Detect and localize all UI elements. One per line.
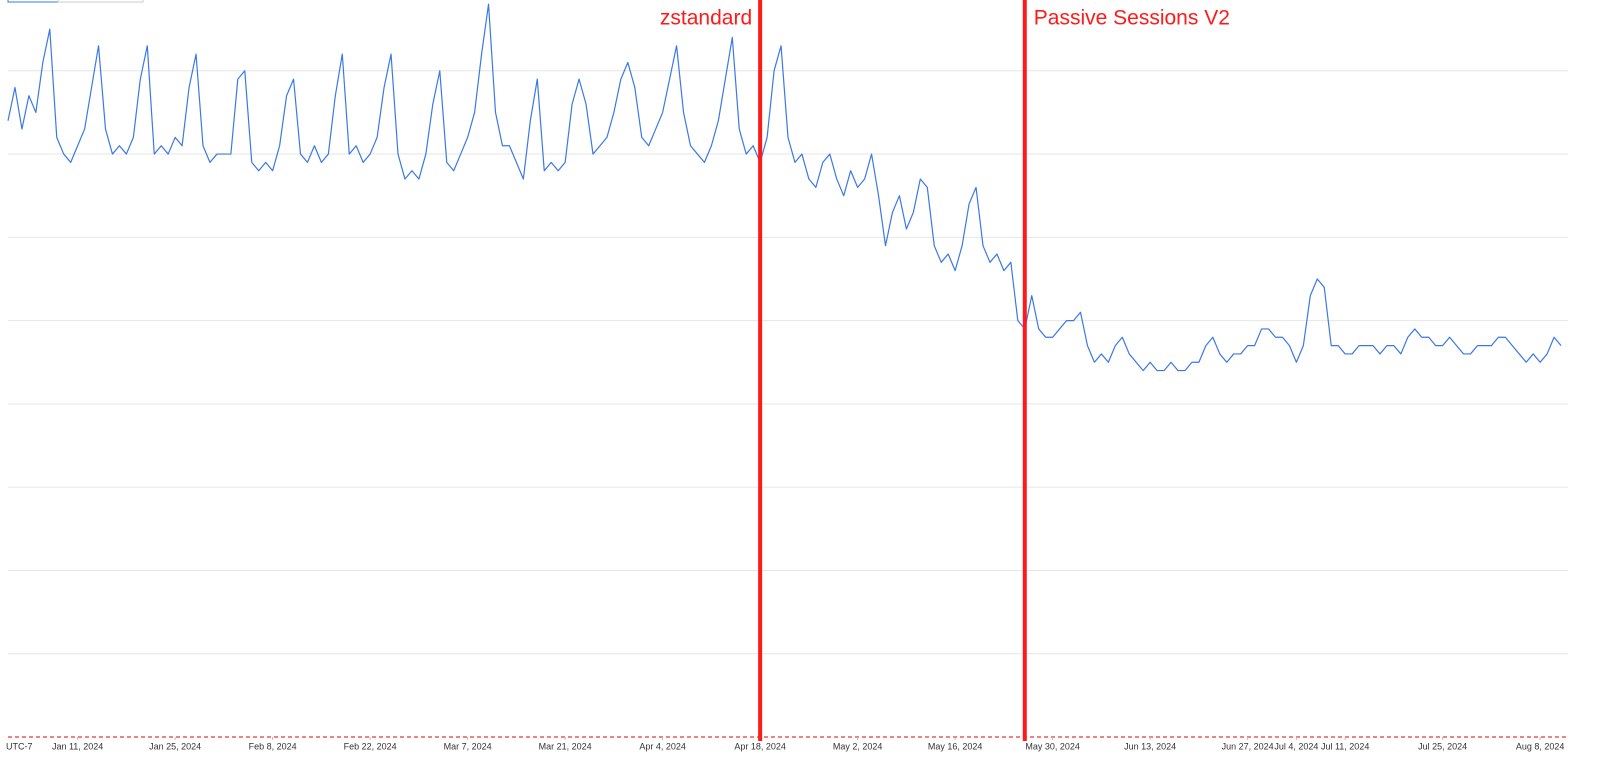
x-tick-label: May 30, 2024 [1025, 741, 1080, 751]
x-tick-label: Mar 7, 2024 [444, 741, 492, 751]
x-tick-label: Jul 11, 2024 [1321, 741, 1369, 751]
toolbar-button[interactable] [57, 0, 144, 3]
data-line [7, 3, 1562, 372]
x-tick-label: Jun 13, 2024 [1124, 741, 1176, 751]
x-tick-label: Aug 8, 2024 [1516, 741, 1565, 751]
annotation-label: Passive Sessions V2 [1034, 7, 1230, 30]
x-tick-label: Jan 11, 2024 [52, 741, 103, 751]
x-tick-label: Apr 18, 2024 [734, 741, 786, 751]
timezone-label: UTC-7 [6, 741, 33, 751]
x-tick-label: Feb 8, 2024 [249, 741, 297, 751]
x-tick-label: May 2, 2024 [833, 741, 883, 751]
x-tick-label: Jul 25, 2024 [1418, 741, 1467, 751]
x-tick-label: Apr 4, 2024 [639, 741, 686, 751]
x-tick-label: Mar 21, 2024 [539, 741, 592, 751]
x-tick-label: Feb 22, 2024 [344, 741, 397, 751]
x-tick-label: Jul 4, 2024 [1274, 741, 1318, 751]
x-tick-label: May 16, 2024 [928, 741, 983, 751]
x-tick-label: Jan 25, 2024 [149, 741, 201, 751]
toolbar-button[interactable] [7, 0, 59, 3]
annotation-label: zstandard [660, 7, 752, 30]
x-tick-label: Jun 27, 2024 [1222, 741, 1274, 751]
